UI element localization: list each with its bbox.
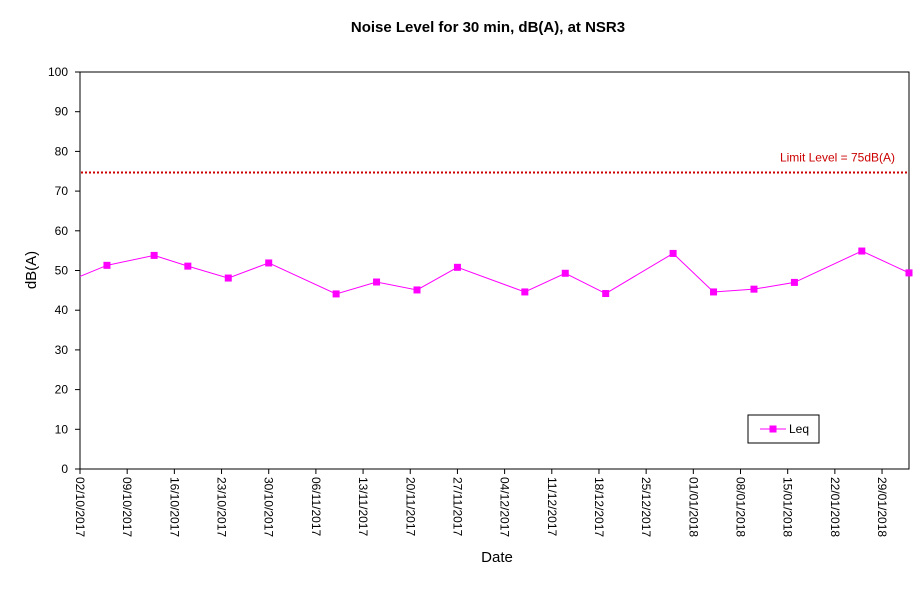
x-tick-label-17: 29/01/2018 [875,477,889,537]
data-point-12 [602,290,610,298]
y-tick-label-9: 90 [55,105,69,119]
data-point-16 [790,278,798,286]
y-tick-label-3: 30 [55,343,69,357]
y-tick-label-10: 100 [48,65,68,79]
x-tick-label-7: 20/11/2017 [403,477,417,536]
x-axis-title: Date [481,549,513,566]
y-tick-label-0: 0 [61,462,68,476]
y-tick-label-2: 20 [55,383,69,397]
x-tick-label-10: 11/12/2017 [545,477,559,536]
x-tick-label-6: 13/11/2017 [356,477,370,536]
x-tick-label-9: 04/12/2017 [498,477,512,537]
x-axis: 02/10/2017 09/10/2017 16/10/2017 23/10/2017… [73,469,889,537]
data-point-10 [521,288,529,296]
data-point-1 [103,261,111,269]
data-point-14 [710,288,718,296]
legend: Leq [747,414,820,444]
data-point-9 [453,263,461,271]
data-point-6 [332,290,340,298]
y-tick-label-6: 60 [55,224,69,238]
y-axis-title: dB(A) [23,251,40,289]
x-tick-label-13: 01/01/2018 [686,477,700,537]
y-tick-label-7: 70 [55,184,69,198]
data-point-11 [561,269,569,277]
x-tick-label-11: 18/12/2017 [592,477,606,537]
y-tick-label-8: 80 [55,144,69,158]
data-point-17 [858,247,866,255]
legend-label-leq: Leq [789,422,809,436]
chart-title: Noise Level for 30 min, dB(A), at NSR3 [351,19,625,36]
y-tick-label-1: 10 [55,422,69,436]
data-point-15 [750,285,758,293]
data-point-5 [265,259,273,267]
x-tick-label-15: 15/01/2018 [781,477,795,537]
data-point-18 [905,269,913,277]
series-leq [79,247,913,298]
x-tick-label-5: 06/11/2017 [309,477,323,536]
x-tick-label-2: 16/10/2017 [167,477,181,537]
x-tick-label-0: 02/10/2017 [73,477,87,537]
y-tick-label-4: 40 [55,303,69,317]
plot-area [79,71,910,470]
data-point-3 [184,262,192,270]
y-tick-label-5: 50 [55,264,69,278]
legend-marker-leq [769,425,777,433]
data-point-8 [413,286,421,294]
x-tick-label-12: 25/12/2017 [639,477,653,537]
limit-level-label: Limit Level = 75dB(A) [780,150,895,164]
x-tick-label-8: 27/11/2017 [450,477,464,536]
x-tick-label-14: 08/01/2018 [734,477,748,537]
data-point-4 [224,274,232,282]
x-tick-label-4: 30/10/2017 [262,477,276,537]
x-tick-label-3: 23/10/2017 [215,477,229,537]
y-axis: 0 10 20 30 40 50 60 70 80 90 100 [48,65,80,476]
data-point-7 [373,278,381,286]
x-tick-label-1: 09/10/2017 [120,477,134,537]
data-point-2 [150,251,158,259]
x-tick-label-16: 22/01/2018 [828,477,842,537]
data-point-13 [669,249,677,257]
